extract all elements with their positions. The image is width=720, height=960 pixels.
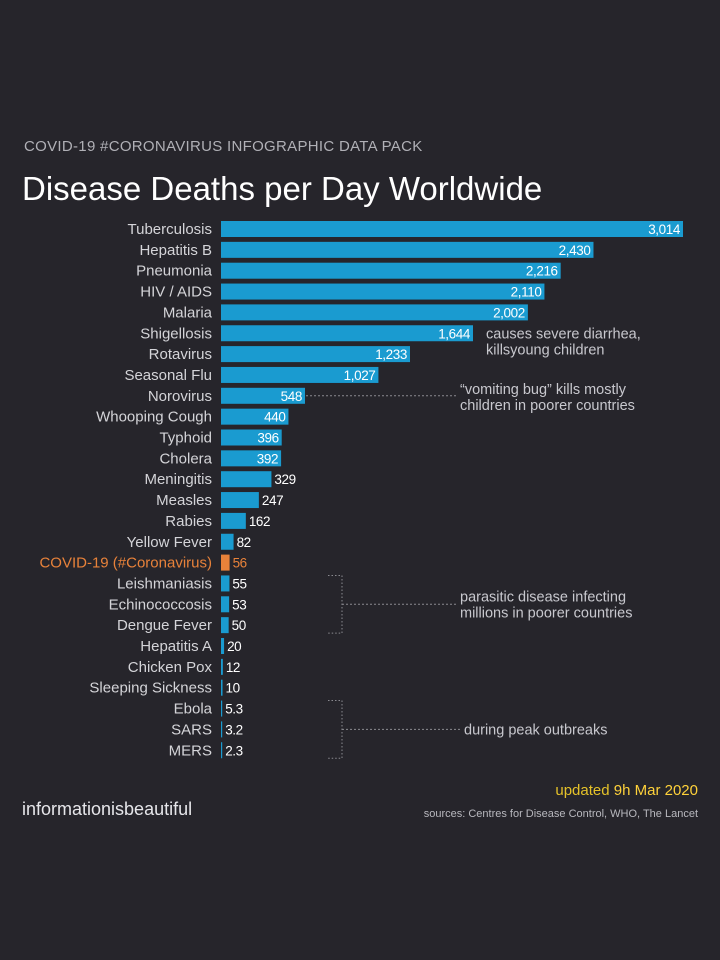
annotation-text: “vomiting bug” kills mostly (460, 382, 627, 398)
bar-rabies (221, 512, 246, 529)
bar-cholera (221, 450, 282, 467)
value-label: 440 (264, 410, 285, 425)
value-label: 1,233 (375, 347, 407, 362)
bar-mers (221, 742, 223, 759)
value-label: 20 (227, 639, 241, 654)
category-label: Tuberculosis (128, 221, 212, 238)
bar-hepatitis-b (221, 241, 594, 258)
bar-sleeping-sickness (221, 679, 223, 696)
value-label: 10 (226, 681, 240, 696)
value-label: 55 (232, 576, 246, 591)
category-label: Meningitis (144, 471, 212, 488)
category-label: Sleeping Sickness (89, 680, 212, 697)
bar-yellow-fever (221, 533, 234, 550)
value-label: 12 (226, 660, 240, 675)
bar-covid-19-coronavirus (221, 554, 230, 571)
category-label: Leishmaniasis (117, 575, 212, 592)
category-label: Chicken Pox (128, 659, 213, 676)
category-label: Yellow Fever (127, 534, 212, 551)
value-label: 53 (232, 597, 246, 612)
category-label: Norovirus (148, 388, 212, 405)
bar-tuberculosis (221, 221, 683, 237)
category-label: Typhoid (159, 430, 212, 447)
bar-leishmaniasis (221, 575, 230, 592)
annotation-bracket (328, 574, 343, 634)
bar-ebola (221, 700, 223, 717)
bar-hiv-aids (221, 283, 545, 300)
bar-typhoid (221, 429, 282, 446)
value-label: 2,002 (493, 305, 525, 320)
bar-meningitis (221, 471, 272, 488)
value-label: 392 (257, 451, 278, 466)
updated-prefix: updated (555, 782, 613, 799)
annotations-group: causes severe diarrhea,killsyoung childr… (306, 326, 641, 759)
value-label: 396 (257, 431, 278, 446)
category-label: Hepatitis A (140, 638, 212, 655)
value-label: 3,014 (648, 222, 681, 237)
category-label: Shigellosis (140, 325, 212, 342)
bar-seasonal-flu (221, 366, 379, 383)
category-label: Dengue Fever (117, 617, 212, 634)
annotation-text: causes severe diarrhea, (486, 326, 641, 342)
bar-sars (221, 721, 223, 738)
category-label: Whooping Cough (96, 409, 212, 426)
annotation-text: during peak outbreaks (464, 722, 608, 738)
category-label: MERS (169, 742, 212, 759)
category-label: Rabies (165, 513, 212, 530)
bar-dengue-fever (221, 617, 229, 634)
category-label: Ebola (174, 701, 213, 718)
category-label: Rotavirus (149, 346, 212, 363)
value-label: 56 (233, 556, 247, 571)
updated-date-value: 9h Mar 2020 (614, 782, 698, 799)
value-label: 162 (249, 514, 270, 529)
annotation-text: parasitic disease infecting (460, 589, 626, 605)
value-label: 329 (274, 472, 295, 487)
annotation-text: children in poorer countries (460, 398, 635, 414)
bar-hepatitis-a (221, 638, 225, 654)
category-label: SARS (171, 721, 212, 738)
bar-shigellosis (221, 325, 473, 342)
value-label: 82 (237, 535, 251, 550)
annotation-text: killsyoung children (486, 342, 604, 358)
bar-whooping-cough (221, 408, 289, 425)
value-label: 5.3 (225, 702, 243, 717)
value-label: 1,027 (344, 368, 376, 383)
category-label: Hepatitis B (139, 242, 212, 259)
sources-text: sources: Centres for Disease Control, WH… (424, 808, 698, 820)
category-label: Cholera (159, 450, 212, 467)
bar-rotavirus (221, 346, 410, 363)
category-label: HIV / AIDS (140, 284, 212, 301)
value-label: 50 (232, 618, 246, 633)
category-label: Echinococcosis (109, 596, 212, 613)
value-label: 247 (262, 493, 283, 508)
category-label: Malaria (163, 304, 213, 321)
annotation-bracket (328, 700, 343, 759)
page-title: Disease Deaths per Day Worldwide (22, 170, 542, 207)
bar-malaria (221, 304, 528, 321)
bar-chicken-pox (221, 658, 223, 675)
category-label: Pneumonia (136, 263, 213, 280)
bars-group: Tuberculosis 3,014 Hepatitis B 2,430 Pneumon… (39, 221, 683, 759)
category-label: COVID-19 (#Coronavirus) (39, 555, 212, 572)
bar-echinococcosis (221, 596, 230, 613)
pack-title: COVID-19 #CORONAVIRUS INFOGRAPHIC DATA P… (24, 138, 423, 155)
value-label: 548 (281, 389, 302, 404)
bar-measles (221, 492, 259, 509)
brand-logo-text: informationisbeautiful (22, 799, 192, 819)
value-label: 2,430 (559, 243, 591, 258)
category-label: Seasonal Flu (124, 367, 212, 384)
value-label: 1,644 (438, 326, 471, 341)
annotation-text: millions in poorer countries (460, 605, 632, 621)
value-label: 2.3 (225, 743, 243, 758)
bar-pneumonia (221, 262, 561, 279)
value-label: 2,110 (511, 285, 542, 300)
bar-norovirus (221, 387, 305, 404)
updated-date: updated 9h Mar 2020 (555, 782, 698, 799)
category-label: Measles (156, 492, 212, 509)
value-label: 2,216 (526, 264, 558, 279)
value-label: 3.2 (225, 722, 243, 737)
